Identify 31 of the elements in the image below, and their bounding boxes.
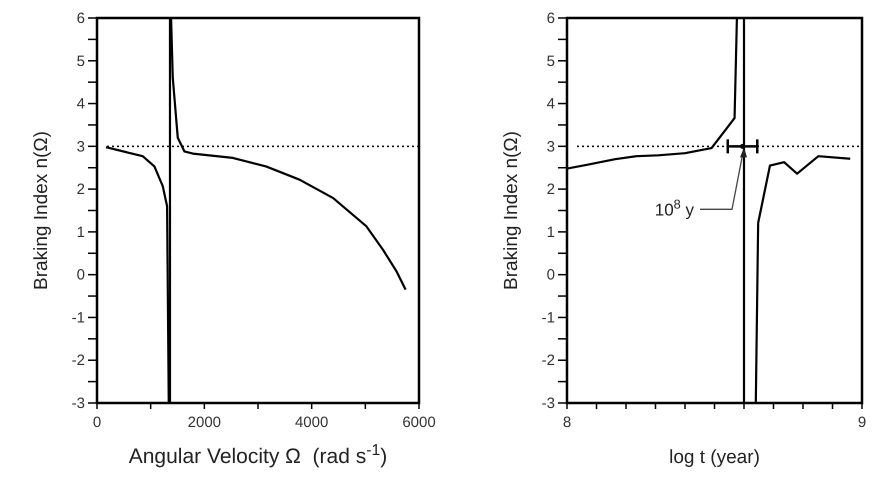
- x-tick-label: 6000: [402, 414, 436, 431]
- y-tick-label: -1: [72, 309, 85, 326]
- x-tick-label: 8: [562, 414, 572, 431]
- y-tick-label: 4: [76, 96, 85, 113]
- y-tick-label: 3: [546, 138, 555, 156]
- y-tick-label: 1: [76, 224, 85, 241]
- y-tick-label: 2: [76, 181, 85, 198]
- y-tick-label: -3: [542, 395, 555, 412]
- y-tick-label: 6: [546, 10, 555, 27]
- y-axis-title: Braking Index n(Ω): [501, 131, 522, 290]
- annotation: 10$^{8}$ y: [654, 196, 694, 220]
- x-tick-label: 0: [92, 414, 102, 431]
- y-tick-label: 4: [546, 96, 555, 113]
- x-axis-title: Angular Velocity Ω (rad s$^{-1}$): [128, 442, 388, 468]
- y-tick-label: 6: [76, 10, 85, 27]
- y-tick-label: 5: [76, 52, 85, 70]
- y-tick-label: 0: [76, 266, 85, 284]
- y-axis-title: Braking Index n(Ω): [31, 131, 52, 290]
- y-tick-label: 5: [546, 52, 555, 70]
- y-tick-label: 1: [546, 224, 555, 241]
- y-tick-label: 2: [546, 181, 555, 198]
- y-tick-label: 0: [546, 266, 555, 284]
- y-tick-label: -2: [542, 352, 555, 370]
- x-tick-label: 2000: [188, 414, 222, 431]
- y-tick-label: -3: [72, 395, 85, 412]
- y-tick-label: 3: [76, 138, 85, 156]
- y-tick-label: -1: [542, 309, 555, 326]
- x-axis-title: log t (year): [669, 447, 760, 468]
- x-tick-label: 9: [858, 414, 866, 431]
- y-tick-label: -2: [72, 352, 85, 370]
- x-tick-label: 4000: [294, 414, 328, 431]
